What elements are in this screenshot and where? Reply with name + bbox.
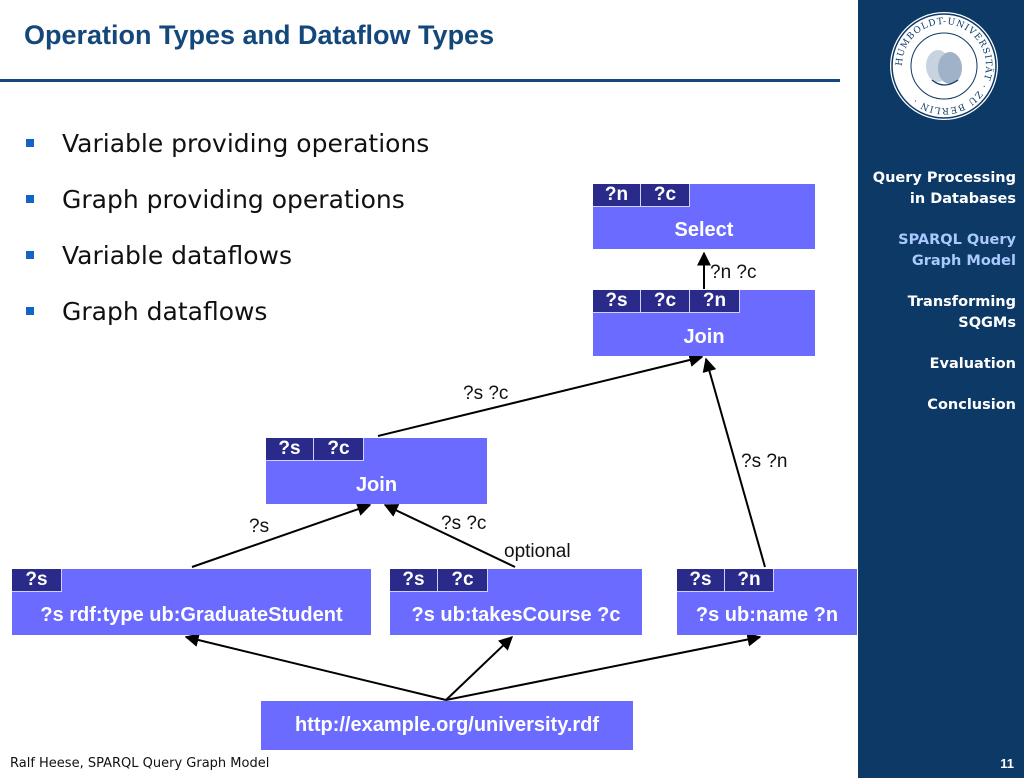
sidebar-item-query-processing[interactable]: Query Processing in Databases xyxy=(872,170,1016,207)
bullet-square-icon xyxy=(26,251,34,259)
bullet-square-icon xyxy=(26,307,34,315)
bullet-item: Variable providing operations xyxy=(22,126,429,182)
edge-label-nc: ?n ?c xyxy=(710,262,757,283)
variable-list: ?s ?c ?n xyxy=(593,290,740,313)
edge-label-s: ?s xyxy=(249,516,270,537)
select-operation[interactable]: ?n ?c Select xyxy=(593,184,815,249)
sidebar-item-sparql-query-graph-model[interactable]: SPARQL Query Graph Model xyxy=(898,232,1016,269)
variable-cell: ?s xyxy=(677,569,725,592)
page-title: Operation Types and Dataflow Types xyxy=(24,20,495,50)
variable-list: ?s xyxy=(12,569,62,592)
variable-cell: ?n xyxy=(593,184,641,207)
bullet-text: Graph providing operations xyxy=(62,185,405,214)
sidebar-nav: Query Processing in Databases SPARQL Que… xyxy=(866,168,1016,436)
operation-label: Join xyxy=(683,326,725,348)
edge-label-optional: optional xyxy=(504,541,571,562)
edge-label-sc-top: ?s ?c xyxy=(463,383,509,404)
variable-cell: ?c xyxy=(314,438,364,461)
edge-source-to-name xyxy=(445,632,762,701)
variable-cell: ?s xyxy=(390,569,438,592)
bullet-item: Graph providing operations xyxy=(22,182,429,238)
join-operation-top[interactable]: ?s ?c ?n Join xyxy=(593,290,815,356)
bullet-list: Variable providing operations Graph prov… xyxy=(22,126,429,350)
variable-cell: ?s xyxy=(593,290,641,313)
sidebar-item-evaluation[interactable]: Evaluation xyxy=(929,356,1016,372)
bullet-text: Variable providing operations xyxy=(62,129,430,158)
graph-source[interactable]: http://example.org/university.rdf xyxy=(261,701,633,750)
dataflow-edges xyxy=(184,251,766,701)
footer-author: Ralf Heese, SPARQL Query Graph Model xyxy=(10,756,270,771)
variable-list: ?s ?n xyxy=(677,569,774,592)
triple-pattern-name[interactable]: ?s ?n ?s ub:name ?n xyxy=(677,569,857,635)
sidebar-item-conclusion[interactable]: Conclusion xyxy=(927,397,1016,413)
bullet-square-icon xyxy=(26,139,34,147)
variable-cell: ?s xyxy=(266,438,314,461)
variable-cell: ?c xyxy=(641,290,690,313)
bullet-item: Variable dataflows xyxy=(22,238,429,294)
operation-label: ?s rdf:type ub:GraduateStudent xyxy=(40,604,343,626)
operation-label: ?s ub:name ?n xyxy=(695,604,839,626)
edge-course-to-join-mid xyxy=(383,504,516,568)
sidebar xyxy=(858,0,1024,778)
university-seal-logo: HUMBOLDT-UNIVERSITÄT · ZU BERLIN · xyxy=(890,12,998,120)
variable-list: ?s ?c xyxy=(390,569,488,592)
operation-label: Join xyxy=(355,474,398,496)
page-number: 11 xyxy=(1000,756,1014,771)
sidebar-item-transforming-sqgms[interactable]: Transforming SQGMs xyxy=(907,294,1016,331)
variable-cell: ?c xyxy=(641,184,690,207)
variable-cell: ?n xyxy=(690,290,740,313)
edge-join-mid-to-join-top xyxy=(377,353,704,437)
source-label: http://example.org/university.rdf xyxy=(294,714,600,736)
bullet-square-icon xyxy=(26,195,34,203)
operation-label: Select xyxy=(674,219,734,241)
join-operation-middle[interactable]: ?s ?c Join xyxy=(266,438,487,504)
edge-name-to-join-top xyxy=(702,357,766,568)
operation-label: ?s ub:takesCourse ?c xyxy=(411,604,621,626)
edge-source-to-course xyxy=(445,636,514,701)
variable-cell: ?s xyxy=(12,569,62,592)
variable-list: ?n ?c xyxy=(593,184,690,207)
triple-pattern-type[interactable]: ?s ?s rdf:type ub:GraduateStudent xyxy=(12,569,371,635)
edge-label-sn: ?s ?n xyxy=(741,451,788,472)
edge-label-sc-mid: ?s ?c xyxy=(441,513,487,534)
triple-pattern-course[interactable]: ?s ?c ?s ub:takesCourse ?c xyxy=(390,569,642,635)
edge-type-to-join-mid xyxy=(191,502,372,568)
variable-cell: ?c xyxy=(438,569,488,592)
title-divider xyxy=(0,79,840,82)
variable-cell: ?n xyxy=(725,569,774,592)
bullet-item: Graph dataflows xyxy=(22,294,429,350)
bullet-text: Graph dataflows xyxy=(62,297,268,326)
edge-source-to-type xyxy=(184,633,447,701)
variable-list: ?s ?c xyxy=(266,438,364,461)
bullet-text: Variable dataflows xyxy=(62,241,292,270)
